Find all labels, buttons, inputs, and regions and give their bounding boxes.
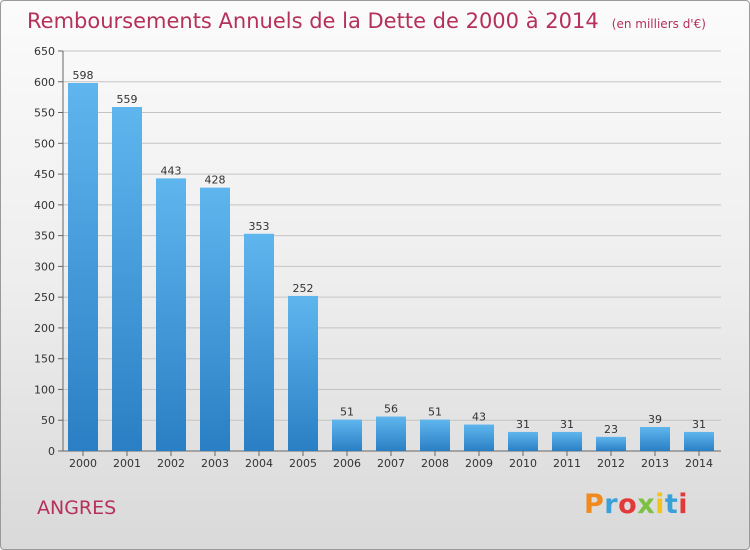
bar-2013 xyxy=(640,427,670,451)
data-label-2013: 39 xyxy=(648,413,662,426)
data-labels: 598 559 443 428 353 252 51 56 51 43 31 31 23 39 31 xyxy=(73,69,707,436)
x-tick-label: 2013 xyxy=(641,457,669,470)
data-label-2006: 51 xyxy=(340,406,354,419)
commune-name: ANGRES xyxy=(37,497,117,519)
x-tick-label: 2009 xyxy=(465,457,493,470)
x-tick-label: 2004 xyxy=(245,457,273,470)
y-tick-label: 200 xyxy=(34,322,55,335)
bar-2000 xyxy=(68,83,98,451)
bar-2009 xyxy=(464,424,494,451)
x-tick-label: 2010 xyxy=(509,457,537,470)
bar-2014 xyxy=(684,431,714,451)
x-tick-label: 2005 xyxy=(289,457,317,470)
data-label-2011: 31 xyxy=(560,418,574,431)
data-label-2007: 56 xyxy=(384,403,398,416)
x-tick-label: 2012 xyxy=(597,457,625,470)
y-tick-label: 400 xyxy=(34,199,55,212)
bar-2010 xyxy=(508,431,538,451)
y-tick-label: 100 xyxy=(34,383,55,396)
data-label-2003: 428 xyxy=(205,174,226,187)
bar-2004 xyxy=(244,233,274,451)
y-tick-label: 350 xyxy=(34,230,55,243)
proxiti-logo: Proxiti xyxy=(584,489,689,520)
bar-2005 xyxy=(288,295,318,451)
data-label-2004: 353 xyxy=(249,220,270,233)
y-axis-ticks: 0 50 100 150 200 250 300 350 400 450 500 550 600 650 xyxy=(34,45,64,458)
chart-title: Remboursements Annuels de la Dette de 20… xyxy=(27,9,599,33)
data-label-2001: 559 xyxy=(117,93,138,106)
bar-2012 xyxy=(596,436,626,451)
data-label-2005: 252 xyxy=(293,282,314,295)
x-tick-label: 2011 xyxy=(553,457,581,470)
y-tick-label: 550 xyxy=(34,107,55,120)
x-tick-label: 2007 xyxy=(377,457,405,470)
bar-2003 xyxy=(200,187,230,451)
data-label-2014: 31 xyxy=(692,418,706,431)
data-label-2010: 31 xyxy=(516,418,530,431)
data-label-2009: 43 xyxy=(472,411,486,424)
title-block: Remboursements Annuels de la Dette de 20… xyxy=(27,9,706,33)
bar-2008 xyxy=(420,419,450,451)
y-tick-label: 650 xyxy=(34,45,55,58)
bar-2007 xyxy=(376,416,406,451)
y-tick-label: 450 xyxy=(34,168,55,181)
y-tick-label: 150 xyxy=(34,353,55,366)
y-tick-label: 0 xyxy=(48,445,55,458)
x-tick-label: 2001 xyxy=(113,457,141,470)
y-tick-label: 300 xyxy=(34,260,55,273)
bar-2006 xyxy=(332,419,362,451)
x-tick-label: 2014 xyxy=(685,457,713,470)
bar-2002 xyxy=(156,178,186,451)
data-label-2012: 23 xyxy=(604,423,618,436)
bar-2001 xyxy=(112,107,142,451)
bars xyxy=(68,83,714,451)
x-axis-ticks: 2000 2001 2002 2003 2004 2005 2006 2007 2008 2009… xyxy=(69,451,713,470)
bar-2011 xyxy=(552,431,582,451)
y-tick-label: 50 xyxy=(41,414,55,427)
x-tick-label: 2002 xyxy=(157,457,185,470)
chart-subtitle: (en milliers d'€) xyxy=(611,17,706,31)
data-label-2008: 51 xyxy=(428,406,442,419)
y-tick-label: 250 xyxy=(34,291,55,304)
x-tick-label: 2000 xyxy=(69,457,97,470)
x-tick-label: 2008 xyxy=(421,457,449,470)
y-tick-label: 600 xyxy=(34,76,55,89)
data-label-2000: 598 xyxy=(73,69,94,82)
x-tick-label: 2003 xyxy=(201,457,229,470)
data-label-2002: 443 xyxy=(161,164,182,177)
x-tick-label: 2006 xyxy=(333,457,361,470)
y-tick-label: 500 xyxy=(34,137,55,150)
